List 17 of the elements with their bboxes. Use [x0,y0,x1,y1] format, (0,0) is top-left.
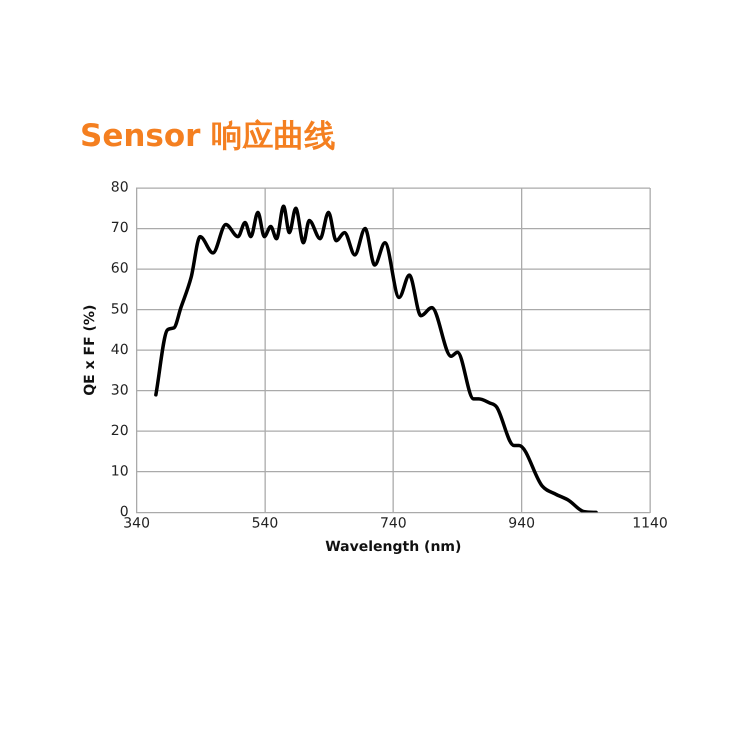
y-tick-label: 30 [110,382,129,398]
x-tick-label: 1140 [632,515,668,532]
y-tick-label: 40 [110,342,129,358]
line-series [154,204,598,512]
chart-title: Sensor 响应曲线 [80,117,336,156]
x-tick-label: 340 [123,515,150,532]
y-tick-label: 60 [110,260,129,277]
y-tick-label: 20 [110,422,129,439]
y-axis-title: QE x FF (%) [82,304,98,396]
y-tick-label: 50 [110,301,129,318]
y-tick-label: 80 [110,180,129,196]
x-axis-title: Wavelength (nm) [325,539,462,556]
y-tick-label: 70 [110,220,129,236]
x-tick-label: 540 [252,515,278,532]
x-tick-label: 740 [380,515,407,532]
y-tick-label: 10 [110,463,129,480]
x-tick-label: 940 [508,515,536,532]
